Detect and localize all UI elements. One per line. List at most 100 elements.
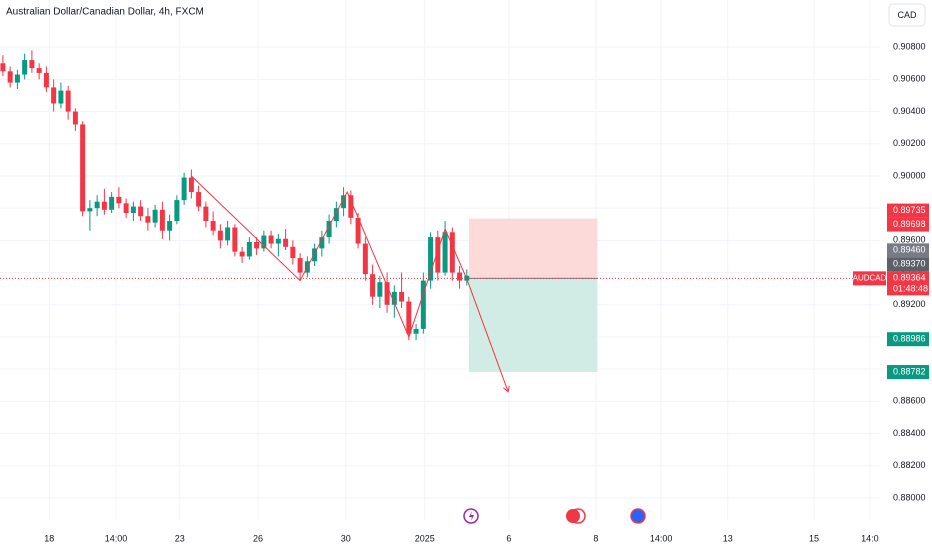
x-tick-label: 23 — [175, 533, 185, 543]
candle-body — [36, 68, 42, 73]
candle-body — [145, 216, 151, 223]
candle-body — [174, 200, 180, 222]
price-badge-label: 0.88986 — [893, 334, 926, 344]
y-tick-label: 0.88400 — [893, 428, 926, 438]
x-tick-label: 26 — [253, 533, 263, 543]
y-tick-label: 0.88000 — [893, 492, 926, 502]
candle-body — [188, 177, 194, 193]
candle-body — [51, 87, 57, 104]
candle-body — [152, 209, 158, 223]
y-tick-label: 0.90800 — [893, 42, 926, 52]
candle-body — [428, 237, 434, 281]
price-badge — [887, 243, 929, 258]
event-icons — [463, 508, 646, 524]
y-tick-label: 0.89200 — [893, 299, 926, 309]
candle-body — [312, 248, 318, 262]
x-tick-label: 2025 — [415, 533, 435, 543]
candle-body — [319, 237, 325, 249]
candle-body — [283, 238, 289, 247]
x-tick-label: 6 — [506, 533, 511, 543]
last-price-badge — [887, 271, 929, 296]
x-tick-label: 30 — [341, 533, 351, 543]
candle-body — [297, 258, 303, 273]
zigzag-drawing — [191, 175, 509, 392]
candle-body — [420, 280, 426, 329]
candle-body — [391, 291, 397, 305]
candle-body — [210, 221, 216, 231]
price-badge — [887, 257, 929, 272]
candle-body — [94, 201, 100, 209]
candle-body — [384, 282, 390, 305]
x-tick-label: 14:0 — [861, 533, 879, 543]
candle-body — [80, 124, 86, 212]
candle-body — [0, 63, 6, 72]
candle-body — [348, 195, 354, 218]
symbol-label: AUDCAD — [853, 273, 887, 282]
countdown: 01:48:48 — [893, 284, 928, 294]
candle-body — [268, 235, 274, 244]
candle-body — [225, 227, 231, 241]
candle-body — [72, 111, 78, 125]
candle-body — [377, 282, 383, 297]
candle-body — [362, 243, 368, 275]
candle-body — [203, 206, 209, 222]
target-zone — [468, 278, 598, 373]
candle-body — [14, 74, 20, 83]
candle-body — [138, 206, 144, 217]
y-tick-label: 0.90600 — [893, 74, 926, 84]
x-tick-label: 14:00 — [105, 533, 128, 543]
x-tick-label: 18 — [44, 533, 54, 543]
candle-body — [181, 177, 187, 201]
y-tick-label: 0.88200 — [893, 460, 926, 470]
candle-body — [406, 301, 412, 334]
candle-body — [58, 90, 64, 104]
candle-body — [442, 232, 448, 273]
event-icon — [566, 509, 580, 523]
arrow-head — [503, 385, 510, 393]
candle-body — [449, 232, 455, 273]
price-badge-label: 0.89735 — [893, 205, 926, 215]
symbol-badge — [853, 271, 886, 286]
candle-body — [109, 196, 115, 210]
candle-body — [29, 60, 35, 69]
chart-title: Australian Dollar/Canadian Dollar, 4h, F… — [6, 7, 204, 18]
price-badge-label: 0.89698 — [893, 219, 926, 229]
candle-body — [196, 192, 202, 207]
candle-body — [341, 195, 347, 209]
candle-body — [159, 209, 165, 231]
candle-body — [232, 227, 238, 252]
candle-body — [435, 237, 441, 273]
button-label[interactable]: CAD — [897, 10, 917, 20]
candle-body — [413, 328, 419, 334]
price-badge — [887, 203, 929, 218]
button-frame[interactable] — [888, 3, 926, 27]
candle-body — [261, 235, 267, 249]
candle-body — [333, 208, 339, 222]
candle-body — [217, 230, 223, 241]
last-price-label: 0.89364 — [893, 273, 926, 283]
candle-body — [370, 274, 376, 297]
plot — [0, 0, 880, 520]
candle-body — [167, 221, 173, 231]
currency-button[interactable]: CAD — [888, 3, 926, 27]
event-icon — [630, 508, 646, 524]
candle-body — [326, 221, 332, 238]
candle-body — [399, 291, 405, 302]
candle-body — [246, 241, 252, 257]
candle-body — [116, 196, 122, 204]
price-badge-label: 0.89460 — [893, 245, 926, 255]
y-tick-label: 0.88600 — [893, 396, 926, 406]
x-tick-label: 14:00 — [650, 533, 673, 543]
candle-body — [87, 208, 93, 212]
x-tick-label: 15 — [809, 533, 819, 543]
price-badge-label: 0.89370 — [893, 259, 926, 269]
candle-body — [355, 217, 361, 244]
price-badge — [887, 217, 929, 232]
y-tick-label: 0.90000 — [893, 170, 926, 180]
candle-body — [275, 238, 281, 244]
y-tick-label: 0.90200 — [893, 138, 926, 148]
price-badge — [887, 332, 929, 347]
candle-body — [65, 90, 71, 112]
candle-body — [123, 203, 129, 213]
